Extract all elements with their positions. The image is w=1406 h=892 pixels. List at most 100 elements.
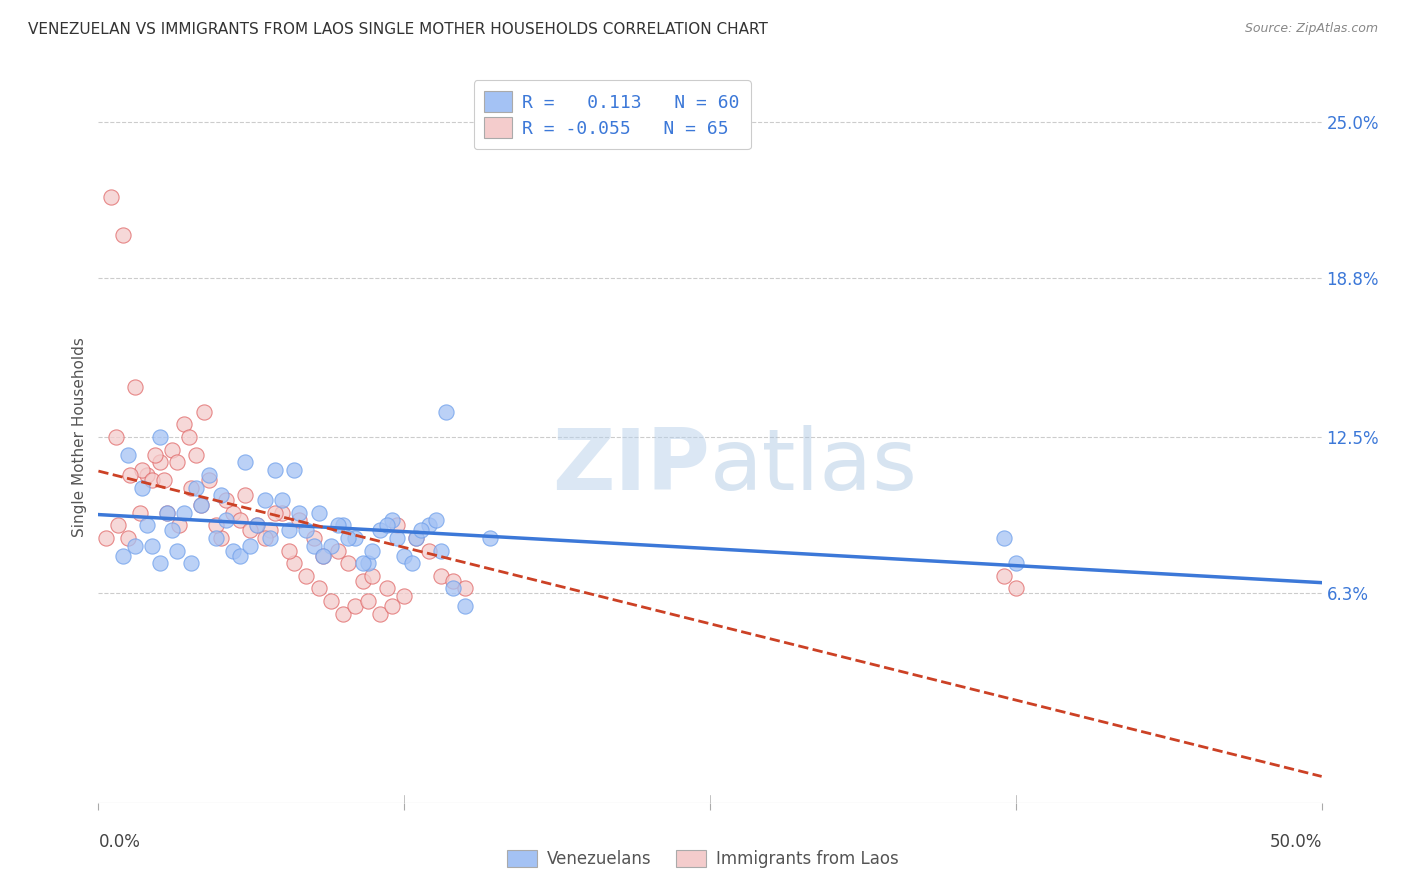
Point xyxy=(259,531,281,545)
Point xyxy=(153,473,176,487)
Point xyxy=(143,448,166,462)
Point xyxy=(295,524,318,538)
Point xyxy=(253,531,276,545)
Point xyxy=(454,599,477,613)
Point xyxy=(411,524,433,538)
Point xyxy=(131,463,153,477)
Point xyxy=(328,543,350,558)
Point xyxy=(197,467,219,482)
Point xyxy=(117,448,139,462)
Point xyxy=(336,556,359,570)
Point xyxy=(246,518,269,533)
Point xyxy=(190,498,212,512)
Point xyxy=(229,549,252,563)
Point xyxy=(401,556,423,570)
Text: ZIP: ZIP xyxy=(553,425,710,508)
Point xyxy=(263,506,285,520)
Point xyxy=(197,473,219,487)
Point xyxy=(328,518,350,533)
Point xyxy=(180,556,202,570)
Point xyxy=(392,549,416,563)
Point xyxy=(368,607,391,621)
Point xyxy=(381,513,404,527)
Point xyxy=(430,543,453,558)
Point xyxy=(1004,556,1026,570)
Point xyxy=(375,582,398,596)
Point xyxy=(111,549,134,563)
Point xyxy=(160,442,183,457)
Point xyxy=(993,531,1015,545)
Point xyxy=(405,531,427,545)
Point xyxy=(149,430,172,444)
Point xyxy=(253,493,276,508)
Point xyxy=(368,524,391,538)
Text: 50.0%: 50.0% xyxy=(1270,833,1322,851)
Point xyxy=(283,556,305,570)
Point xyxy=(344,599,367,613)
Point xyxy=(222,543,245,558)
Point xyxy=(205,518,228,533)
Point xyxy=(312,549,335,563)
Point xyxy=(180,481,202,495)
Legend: R =   0.113   N = 60, R = -0.055   N = 65: R = 0.113 N = 60, R = -0.055 N = 65 xyxy=(474,80,751,149)
Point xyxy=(141,539,163,553)
Point xyxy=(156,506,179,520)
Point xyxy=(166,543,188,558)
Point xyxy=(295,569,318,583)
Point xyxy=(332,518,354,533)
Point xyxy=(94,531,117,545)
Text: 0.0%: 0.0% xyxy=(98,833,141,851)
Point xyxy=(270,506,294,520)
Point xyxy=(993,569,1015,583)
Point xyxy=(312,549,335,563)
Point xyxy=(229,513,252,527)
Point xyxy=(209,488,232,502)
Point xyxy=(149,455,172,469)
Point xyxy=(131,481,153,495)
Point xyxy=(193,405,215,419)
Point xyxy=(259,524,281,538)
Point xyxy=(356,594,378,608)
Point xyxy=(375,518,398,533)
Point xyxy=(270,493,294,508)
Point xyxy=(319,539,342,553)
Point xyxy=(263,463,285,477)
Text: atlas: atlas xyxy=(710,425,918,508)
Point xyxy=(336,531,359,545)
Point xyxy=(418,543,440,558)
Point xyxy=(124,379,146,393)
Point xyxy=(233,488,256,502)
Point xyxy=(288,506,311,520)
Point xyxy=(173,506,195,520)
Point xyxy=(160,524,183,538)
Point xyxy=(100,190,122,204)
Point xyxy=(239,539,262,553)
Point xyxy=(352,556,374,570)
Point xyxy=(441,574,464,588)
Point xyxy=(478,531,501,545)
Point xyxy=(136,467,159,482)
Point xyxy=(319,594,342,608)
Point xyxy=(205,531,228,545)
Point xyxy=(124,539,146,553)
Point xyxy=(222,506,245,520)
Point xyxy=(405,531,427,545)
Point xyxy=(246,518,269,533)
Point xyxy=(441,582,464,596)
Point xyxy=(434,405,457,419)
Point xyxy=(361,569,384,583)
Point xyxy=(302,531,325,545)
Text: Source: ZipAtlas.com: Source: ZipAtlas.com xyxy=(1244,22,1378,36)
Point xyxy=(117,531,139,545)
Point xyxy=(356,556,378,570)
Point xyxy=(430,569,453,583)
Point xyxy=(361,543,384,558)
Point xyxy=(177,430,200,444)
Point xyxy=(136,518,159,533)
Point xyxy=(166,455,188,469)
Point xyxy=(1004,582,1026,596)
Point xyxy=(344,531,367,545)
Point xyxy=(308,506,330,520)
Point xyxy=(288,513,311,527)
Point xyxy=(454,582,477,596)
